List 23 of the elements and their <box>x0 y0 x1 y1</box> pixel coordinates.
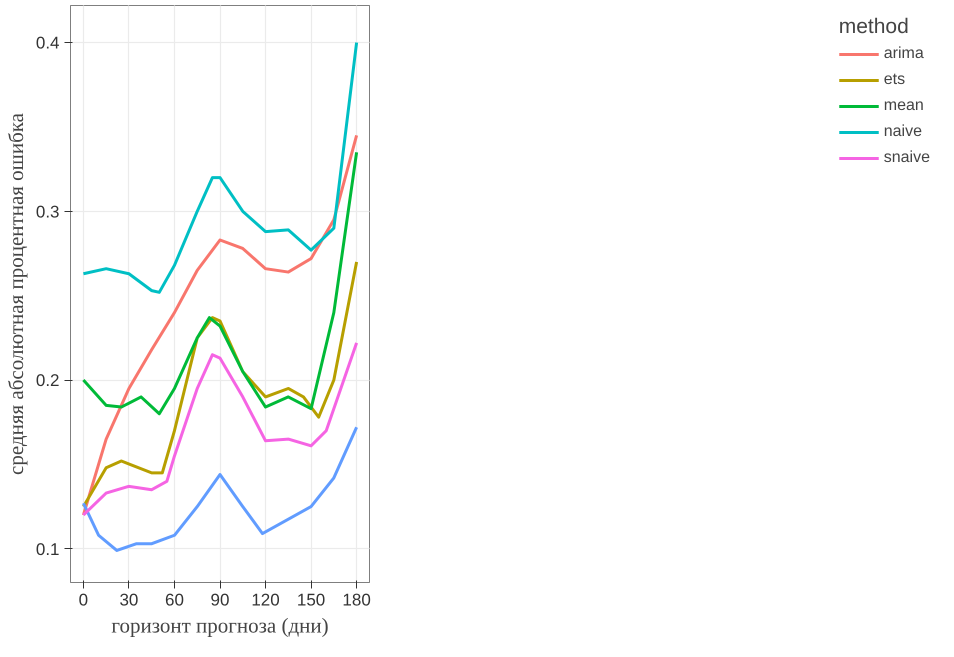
line-series <box>82 426 358 552</box>
line-series <box>82 341 358 517</box>
line-series <box>82 150 358 416</box>
legend-label: ets <box>884 71 906 89</box>
legend-title: method <box>838 15 910 39</box>
x-tick-label: 30 <box>119 590 138 610</box>
y-tick-label: 0.4 <box>36 34 60 53</box>
x-tick-label: 180 <box>342 590 371 610</box>
x-tick-label: 90 <box>210 590 230 610</box>
x-tick-label: 120 <box>251 590 280 610</box>
legend-label: snaive <box>884 149 930 167</box>
y-axis-title: средняя абсолютная процентная ошибка <box>4 112 28 475</box>
legend-label: mean <box>884 97 924 115</box>
legend-label: arima <box>884 45 924 63</box>
line-series <box>82 41 358 294</box>
x-tick-label: 0 <box>78 590 88 610</box>
legend-label: naive <box>884 123 922 141</box>
y-tick-label: 0.3 <box>36 202 60 222</box>
y-tick-label: 0.2 <box>36 371 60 390</box>
y-tick-label: 0.1 <box>36 540 60 559</box>
x-tick-label: 60 <box>165 590 184 610</box>
x-axis-title: горизонт прогноза (дни) <box>111 614 329 638</box>
x-tick-label: 150 <box>296 590 326 610</box>
